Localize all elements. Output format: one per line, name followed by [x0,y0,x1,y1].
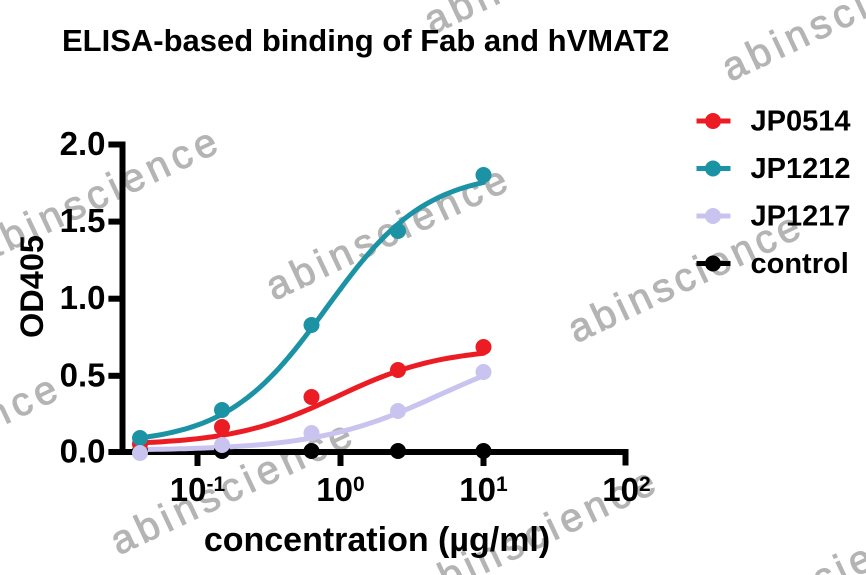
svg-text:1.0: 1.0 [60,279,106,316]
svg-text:concentration (µg/ml): concentration (µg/ml) [204,521,550,559]
svg-text:OD405: OD405 [14,235,50,338]
svg-text:control: control [751,248,849,280]
svg-text:ELISA-based binding of Fab and: ELISA-based binding of Fab and hVMAT2 [62,23,669,58]
svg-text:abinscience: abinscience [715,0,866,90]
svg-text:abinscience: abinscience [696,500,866,575]
svg-text:0.5: 0.5 [60,356,106,393]
svg-text:1.5: 1.5 [60,202,106,239]
svg-text:0.0: 0.0 [60,433,106,470]
svg-text:101: 101 [459,471,508,508]
svg-text:100: 100 [316,471,364,508]
svg-text:2.0: 2.0 [60,125,106,162]
svg-text:JP1212: JP1212 [751,153,851,185]
svg-text:abinscience: abinscience [0,365,69,519]
svg-text:JP0514: JP0514 [751,106,851,138]
svg-text:JP1217: JP1217 [751,201,851,233]
